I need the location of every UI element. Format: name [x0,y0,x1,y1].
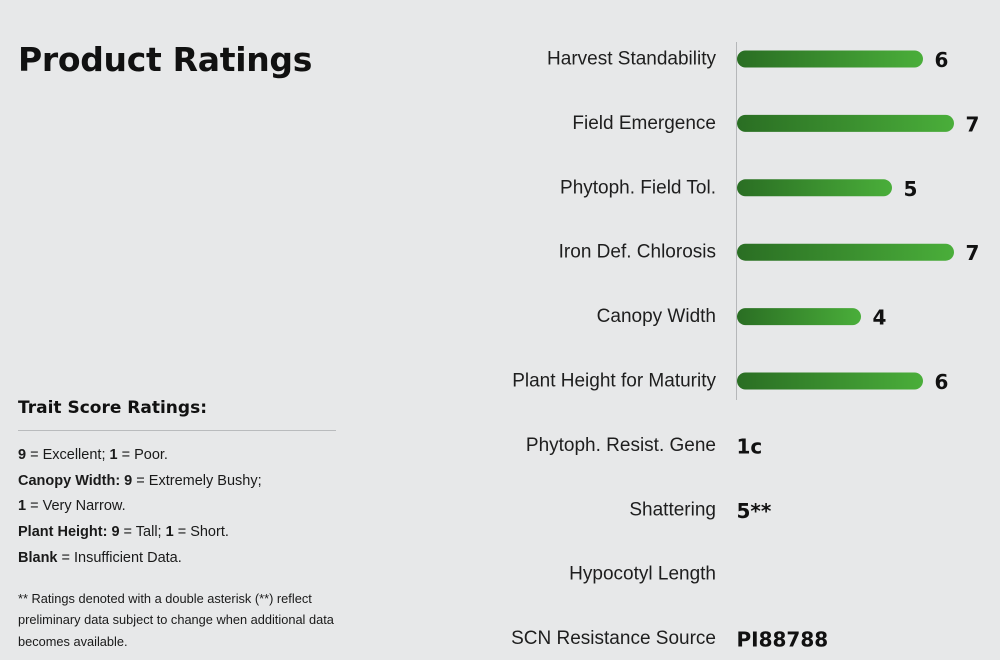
row-label: Canopy Width [597,306,716,327]
row-value: 5 [904,177,918,201]
trait-score-legend: Trait Score Ratings: 9 = Excellent; 1 = … [18,398,336,652]
row-value: PI88788 [737,628,829,652]
legend-text: = Very Narrow. [26,498,126,515]
legend-line: Blank = Insufficient Data. [18,546,336,572]
legend-key: 1 [165,524,174,541]
rating-bar [737,50,923,68]
row-value: 6 [935,48,949,72]
legend-lines: 9 = Excellent; 1 = Poor. Canopy Width: 9 … [18,443,336,572]
legend-heading: Trait Score Ratings: [18,398,336,431]
legend-line: 9 = Excellent; 1 = Poor. [18,443,336,469]
legend-line: 1 = Very Narrow. [18,494,336,520]
row-value: 7 [966,112,980,136]
legend-line: Plant Height: 9 = Tall; 1 = Short. [18,520,336,546]
page-title: Product Ratings [18,40,313,79]
row-label: Plant Height for Maturity [512,371,716,392]
legend-text: = Insufficient Data. [57,549,182,566]
legend-key: Canopy Width: 9 [18,472,133,489]
legend-note: ** Ratings denoted with a double asteris… [18,590,334,649]
row-label: Phytoph. Field Tol. [560,177,716,198]
row-label: Shattering [629,499,716,520]
legend-line: Canopy Width: 9 = Extremely Bushy; [18,469,336,495]
row-label: Hypocotyl Length [569,564,716,585]
legend-text: = Short. [173,524,229,541]
rating-bar [737,243,954,261]
legend-key: 1 [109,447,118,463]
legend-key: 9 [18,447,27,463]
rating-bar [737,308,861,326]
legend-text: = Excellent; [26,447,110,463]
rating-bar [737,114,954,132]
row-value: 5** [737,499,772,523]
row-value: 4 [873,306,887,330]
legend-key: 1 [18,498,27,515]
row-label: Iron Def. Chlorosis [559,242,716,263]
row-label: SCN Resistance Source [511,628,716,649]
row-value: 7 [966,241,980,265]
legend-key: Blank [18,549,58,566]
row-value: 1c [737,434,763,458]
legend-text: = Tall; [119,524,166,541]
legend-text: = Poor. [117,447,168,463]
legend-text: = Extremely Bushy; [132,472,262,489]
rating-bar [737,372,923,390]
row-label: Field Emergence [572,113,716,134]
row-value: 6 [935,370,949,394]
legend-key: Plant Height: 9 [18,524,120,541]
row-label: Phytoph. Resist. Gene [526,435,716,456]
rating-bar [737,179,892,197]
row-label: Harvest Standability [547,49,716,70]
